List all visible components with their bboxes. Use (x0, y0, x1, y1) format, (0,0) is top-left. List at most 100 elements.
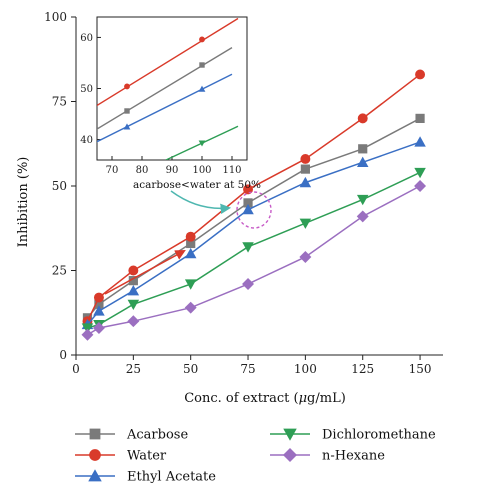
inset-y-tick-label: 50 (80, 84, 93, 95)
y-tick-label: 25 (52, 264, 67, 278)
inset-series-ethyl-acetate (97, 73, 233, 143)
inset-chart: 70 80 90 100 110 40 50 60 acarbose<water at 50% (80, 16, 261, 191)
callout-arrow (170, 190, 232, 215)
x-axis-label: Conc. of extract (μg/mL) (184, 391, 346, 406)
inset-point-ethyl-acetate (198, 85, 206, 92)
series-line-ethyl-acetate (86, 141, 421, 326)
series-line-n-hexane (87, 185, 421, 336)
x-tick-label: 75 (240, 362, 255, 376)
series-line-acarbose (86, 117, 421, 319)
x-axis-label-part-1: Conc. of extract ( (184, 391, 298, 406)
data-point-n-hexane (127, 315, 140, 328)
legend-label: Water (127, 449, 167, 464)
main-series (81, 69, 427, 341)
inset-ticks: 70 80 90 100 110 40 50 60 (80, 33, 241, 176)
inset-series-acarbose (97, 47, 233, 130)
series-line-dichloromethane (87, 171, 421, 329)
inset-point-water (124, 83, 130, 90)
series-line-water (86, 73, 421, 322)
x-tick-label: 0 (72, 362, 80, 376)
inset-x-tick-label: 80 (136, 165, 149, 176)
inset-y-tick-label: 60 (80, 33, 93, 44)
data-point-dichloromethane (242, 242, 254, 253)
x-tick-label: 50 (183, 362, 198, 376)
data-point-dichloromethane (127, 299, 140, 311)
inset-line-ethyl-acetate (97, 73, 233, 143)
inset-point-water (199, 36, 205, 43)
data-point-acarbose (186, 238, 196, 249)
trend-arrow (104, 249, 186, 295)
main-ticks: 0 25 50 75 100 125 150 0 25 50 75 100 (44, 10, 431, 376)
inset-x-label: acarbose<water at 50% (133, 179, 261, 191)
data-point-dichloromethane (81, 323, 94, 334)
data-point-ethyl-acetate (356, 156, 369, 167)
legend-label: Dichloromethane (322, 428, 436, 443)
inset-x-tick-label: 90 (166, 165, 179, 176)
legend-marker-water (89, 449, 101, 461)
y-tick-label: 50 (52, 179, 67, 193)
x-tick-label: 150 (409, 362, 432, 376)
data-point-ethyl-acetate (127, 285, 140, 296)
legend-marker-ethyl-acetate (88, 469, 102, 482)
legend-marker-n-hexane (282, 447, 298, 463)
inset-point-dichloromethane (198, 140, 206, 147)
y-tick-label: 100 (44, 10, 67, 24)
x-tick-label: 100 (294, 362, 317, 376)
x-tick-label: 125 (351, 362, 374, 376)
inset-point-acarbose (124, 108, 130, 114)
data-point-acarbose (358, 144, 368, 154)
data-point-acarbose (415, 113, 425, 123)
inset-line-acarbose (97, 47, 233, 130)
y-tick-label: 0 (59, 348, 67, 362)
legend-label: n-Hexane (322, 449, 385, 464)
highlight-circle (236, 191, 272, 229)
x-axis-label-part-2: g/mL) (307, 391, 346, 406)
data-point-acarbose (94, 299, 104, 309)
inset-point-ethyl-acetate (123, 123, 131, 130)
legend-label: Ethyl Acetate (127, 470, 216, 485)
data-point-n-hexane (414, 180, 427, 192)
data-point-acarbose (243, 198, 253, 208)
data-point-dichloromethane (299, 218, 312, 229)
data-point-n-hexane (356, 210, 369, 223)
data-point-n-hexane (242, 278, 255, 290)
data-point-water (300, 153, 311, 164)
data-point-acarbose (128, 276, 138, 286)
inset-series-dichloromethane (165, 125, 239, 160)
data-point-n-hexane (81, 328, 94, 341)
legend-label: Acarbose (126, 428, 188, 443)
inset-x-tick-label: 100 (192, 165, 211, 176)
data-point-ethyl-acetate (299, 176, 312, 188)
legend-marker-dichloromethane (283, 428, 297, 441)
legend-item-acarbose: Acarbose (75, 428, 188, 443)
inset-x-tick-label: 70 (106, 165, 119, 176)
inset-y-tick-label: 40 (80, 135, 93, 146)
data-point-ethyl-acetate (242, 203, 254, 215)
data-point-n-hexane (92, 321, 105, 334)
data-point-water (93, 292, 104, 303)
data-point-n-hexane (299, 251, 312, 263)
data-point-ethyl-acetate (93, 305, 105, 316)
x-tick-label: 25 (126, 362, 141, 376)
inset-series-water (97, 17, 239, 107)
legend: Acarbose Water Ethyl Acetate Dichloromethan… (75, 428, 436, 485)
inset-point-acarbose (199, 62, 205, 68)
inset-frame (96, 16, 248, 161)
legend-item-n-hexane: n-Hexane (270, 447, 385, 464)
legend-item-water: Water (75, 449, 167, 464)
y-axis-label: Inhibition (%) (16, 157, 31, 248)
inset-x-tick-label: 110 (222, 165, 241, 176)
data-point-water (357, 113, 368, 124)
data-point-ethyl-acetate (414, 136, 426, 147)
legend-item-dichloromethane: Dichloromethane (270, 428, 436, 443)
data-point-water (185, 231, 196, 242)
data-point-acarbose (300, 164, 310, 174)
series-n-hexane (81, 180, 427, 341)
inset-series (97, 17, 239, 160)
data-point-dichloromethane (184, 279, 197, 290)
data-point-ethyl-acetate (184, 247, 197, 259)
legend-marker-acarbose (89, 428, 101, 440)
data-point-dichloromethane (356, 194, 369, 206)
inset-line-water (97, 17, 239, 107)
